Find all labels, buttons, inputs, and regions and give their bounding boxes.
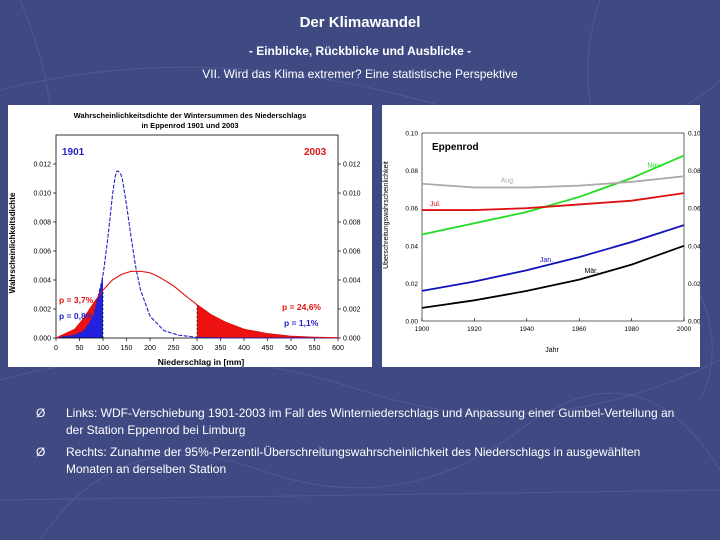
series-line-Nov <box>421 154 685 236</box>
chart1-xtick-label: 550 <box>309 345 321 352</box>
label-p-3-7: p = 3,7% <box>59 295 94 305</box>
series-label: Jan. <box>540 257 553 264</box>
exceedance-chart-panel: Überschreitungswahrscheinlichkeit Jahr E… <box>382 105 701 367</box>
chart2-title: Eppenrod <box>432 142 479 153</box>
bullet-text: Links: WDF-Verschiebung 1901-2003 im Fal… <box>66 406 675 437</box>
label-p-0-8: p = 0,8% <box>59 311 94 321</box>
chart1-xtick-label: 600 <box>332 345 344 352</box>
series-line-Aug <box>421 175 685 189</box>
chart1-xtick-label: 50 <box>76 345 84 352</box>
chart2-xlabel: Jahr <box>545 347 559 354</box>
bullet-arrow-icon: Ø <box>36 406 46 420</box>
chart2-xtick-label: 1920 <box>467 326 482 333</box>
chart1-ytick-label: 0.012 <box>33 162 51 169</box>
slide-title: Der Klimawandel <box>299 14 421 31</box>
exceedance-chart: Überschreitungswahrscheinlichkeit Jahr E… <box>382 131 701 355</box>
chart2-ytick-label: 0.10 <box>405 131 418 138</box>
chart2-ylabel: Überschreitungswahrscheinlichkeit <box>382 161 390 269</box>
bullet-item: Ø Links: WDF-Verschiebung 1901-2003 im F… <box>36 405 676 439</box>
chart1-ytick-label-right: 0.006 <box>343 249 361 256</box>
series-label: Mär. <box>584 268 598 275</box>
chart1-xtick-label: 250 <box>168 345 180 352</box>
bullet-list: Ø Links: WDF-Verschiebung 1901-2003 im F… <box>36 405 676 483</box>
series-line-Jan <box>421 224 685 292</box>
chart1-title-line1: Wahrscheinlichkeitsdichte der Wintersumm… <box>74 111 307 120</box>
chart2-ytick-label-right: 0.06 <box>688 206 700 213</box>
chart1-xlabel: Niederschlag in [mm] <box>158 357 245 367</box>
chart1-ytick-label: 0.002 <box>33 307 51 314</box>
label-p-24-6: p = 24,6% <box>282 302 321 312</box>
chart2-xtick-label: 1960 <box>572 326 587 333</box>
chart1-ytick-label-right: 0.010 <box>343 191 361 198</box>
chart1-xtick-label: 150 <box>121 345 133 352</box>
series-label: Jul. <box>430 201 441 208</box>
chart1-ytick-label: 0.000 <box>33 336 51 343</box>
chart2-plot-frame <box>421 132 685 322</box>
series-line-1901 <box>55 170 338 339</box>
label-2003: 2003 <box>304 147 327 158</box>
series-line-Mär <box>421 244 685 309</box>
slide-section-title: VII. Wird das Klima extremer? Eine stati… <box>202 67 518 81</box>
chart1-xtick-label: 500 <box>285 345 297 352</box>
chart1-ylabel: Wahrscheinlichkeitsdichte <box>8 192 17 293</box>
chart1-xtick-label: 450 <box>262 345 274 352</box>
chart2-title-box <box>427 137 501 155</box>
chart2-ytick-label-right: 0.10 <box>688 131 700 138</box>
chart1-xtick-label: 350 <box>215 345 227 352</box>
chart1-ytick-label-right: 0.000 <box>343 336 361 343</box>
chart1-xtick-label: 0 <box>54 345 58 352</box>
density-chart-panel: Wahrscheinlichkeitsdichte der Wintersumm… <box>8 105 372 367</box>
bullet-item: Ø Rechts: Zunahme der 95%-Perzentil-Über… <box>36 444 676 478</box>
chart2-xtick-label: 1900 <box>415 326 430 333</box>
tail-left-1901 <box>56 275 103 338</box>
chart1-ytick-label: 0.010 <box>33 191 51 198</box>
chart1-ytick-label: 0.008 <box>33 220 51 227</box>
chart2-ytick-label-right: 0.08 <box>688 168 700 175</box>
chart1-xtick-label: 100 <box>97 345 109 352</box>
chart2-ytick-label: 0.04 <box>405 243 418 250</box>
chart1-ytick-label-right: 0.002 <box>343 307 361 314</box>
chart2-ytick-label-right: 0.04 <box>688 243 700 250</box>
chart1-ytick-label-right: 0.012 <box>343 162 361 169</box>
series-line-2003 <box>55 270 339 339</box>
chart1-xtick-label: 200 <box>144 345 156 352</box>
chart2-xtick-label: 2000 <box>677 326 692 333</box>
chart2-xtick-label: 1940 <box>520 326 535 333</box>
chart1-xtick-label: 300 <box>191 345 203 352</box>
chart1-xtick-label: 400 <box>238 345 250 352</box>
bullet-text: Rechts: Zunahme der 95%-Perzentil-Übersc… <box>66 445 641 476</box>
series-line-Jul <box>422 192 685 211</box>
label-p-1-1: p = 1,1% <box>284 318 319 328</box>
slide-subtitle: - Einblicke, Rückblicke und Ausblicke - <box>248 44 472 58</box>
chart1-title-line2: in Eppenrod 1901 und 2003 <box>141 121 238 130</box>
chart2-ytick-label: 0.00 <box>405 319 418 326</box>
label-1901: 1901 <box>62 147 85 158</box>
chart2-ytick-label-right: 0.00 <box>688 319 700 326</box>
series-label: Aug. <box>501 178 515 185</box>
chart2-ytick-label: 0.08 <box>405 168 418 175</box>
chart1-ytick-label: 0.004 <box>33 278 51 285</box>
density-chart: Wahrscheinlichkeitsdichte der Wintersumm… <box>8 111 361 367</box>
series-label: Nov. <box>647 162 661 169</box>
bullet-arrow-icon: Ø <box>36 445 46 459</box>
chart1-ytick-label-right: 0.004 <box>343 278 361 285</box>
chart2-ytick-label-right: 0.02 <box>688 281 700 288</box>
tail-right-2003 <box>197 304 338 338</box>
chart1-ytick-label-right: 0.008 <box>343 220 361 227</box>
chart2-xtick-label: 1980 <box>624 326 639 333</box>
chart2-ytick-label: 0.02 <box>405 281 418 288</box>
chart2-ytick-label: 0.06 <box>405 206 418 213</box>
chart1-ytick-label: 0.006 <box>33 249 51 256</box>
